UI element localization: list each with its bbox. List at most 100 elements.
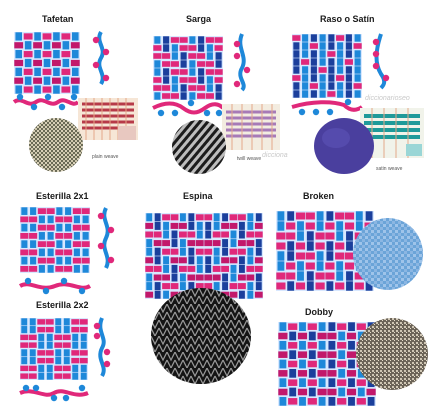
espina-weave-grid (145, 213, 263, 299)
weave-cell (231, 265, 237, 273)
weave-cell (65, 257, 71, 265)
weave-cell (215, 45, 223, 51)
weave-cell (230, 249, 238, 255)
weave-cell (20, 366, 28, 371)
weave-cell (239, 256, 245, 264)
weave-cell (172, 231, 178, 239)
title-esterilla-2x1: Esterilla 2x1 (36, 191, 89, 201)
title-tafetan: Tafetan (42, 14, 73, 24)
weave-cell (20, 233, 28, 239)
weave-cell (337, 90, 343, 97)
weave-cell (80, 327, 88, 332)
weave-cell (346, 90, 352, 97)
weave-cell (53, 68, 60, 76)
weave-cell (80, 358, 88, 363)
weave-cell (198, 76, 204, 83)
weave-cell (308, 323, 317, 330)
weave-cell (72, 342, 78, 349)
weave-cell (146, 213, 152, 221)
weave-cell (172, 265, 178, 273)
weave-cell (231, 231, 237, 239)
raso-fabric-photo (314, 118, 374, 174)
weave-cell (56, 224, 62, 232)
weave-cell (83, 232, 89, 240)
weave-cell (316, 273, 325, 280)
weave-cell (346, 82, 352, 89)
weave-cell (63, 77, 70, 85)
weave-cell (327, 51, 335, 57)
weave-cell (188, 213, 194, 221)
weave-cell (327, 351, 336, 358)
weave-cell (188, 222, 194, 230)
sarga-loom-illustration (222, 104, 280, 150)
weave-cell (180, 239, 186, 247)
weave-cell (163, 68, 169, 75)
weave-cell (197, 231, 203, 239)
weave-cell (293, 82, 299, 89)
weave-cell (163, 76, 169, 83)
weave-cell (47, 241, 55, 247)
weave-cell (81, 373, 87, 380)
weave-cell (239, 222, 245, 230)
weave-cell (162, 274, 170, 280)
weave-cell (155, 222, 161, 230)
weave-cell (297, 221, 304, 230)
weave-cell (33, 78, 42, 84)
weave-cell (71, 78, 80, 84)
weave-cell (154, 60, 160, 67)
weave-cell (171, 93, 179, 99)
weave-cell (52, 78, 61, 84)
weave-cell (319, 341, 326, 350)
weave-cell (56, 240, 62, 248)
weave-cell (55, 249, 63, 255)
weave-cell (215, 77, 223, 83)
weave-cell (336, 231, 343, 240)
weave-cell (277, 211, 284, 220)
weave-cell (198, 44, 204, 51)
weave-cell (33, 42, 42, 48)
weave-cell (20, 335, 28, 340)
weave-cell (172, 239, 178, 247)
weave-cell (206, 37, 214, 43)
weave-cell (355, 74, 361, 81)
weave-cell (171, 37, 179, 43)
weave-cell (162, 214, 170, 220)
weave-cell (39, 265, 45, 273)
weave-cell (171, 214, 179, 220)
weave-cell (63, 59, 70, 67)
weave-cell (163, 44, 169, 51)
weave-cell (38, 373, 44, 380)
weave-cell (355, 50, 361, 57)
weave-cell (38, 208, 46, 214)
weave-cell (238, 240, 246, 246)
twill-weave-caption: twill weave (237, 156, 261, 162)
weave-cell (355, 58, 361, 65)
weave-cell (216, 92, 222, 99)
weave-cell (278, 370, 287, 377)
weave-cell (298, 370, 307, 377)
weave-cell (276, 273, 285, 280)
weave-cell (44, 41, 51, 49)
weave-cell (320, 90, 326, 97)
weave-cell (246, 231, 254, 237)
weave-cell (188, 53, 196, 59)
weave-cell (197, 53, 205, 59)
weave-cell (347, 333, 356, 340)
weave-cell (246, 274, 254, 280)
weave-cell (337, 42, 343, 49)
weave-cell (30, 240, 36, 248)
weave-cell (354, 83, 362, 89)
weave-cell (188, 248, 194, 256)
weave-cell (73, 258, 81, 264)
weave-cell (289, 369, 296, 378)
weave-cell (335, 253, 344, 260)
weave-cell (15, 85, 22, 93)
weave-cell (21, 207, 27, 215)
weave-cell (21, 326, 27, 333)
weave-cell (279, 397, 286, 406)
weave-cell (207, 44, 213, 51)
weave-cell (346, 74, 352, 81)
weave-cell (310, 83, 318, 89)
weave-cell (15, 50, 22, 58)
weave-cell (146, 274, 152, 282)
